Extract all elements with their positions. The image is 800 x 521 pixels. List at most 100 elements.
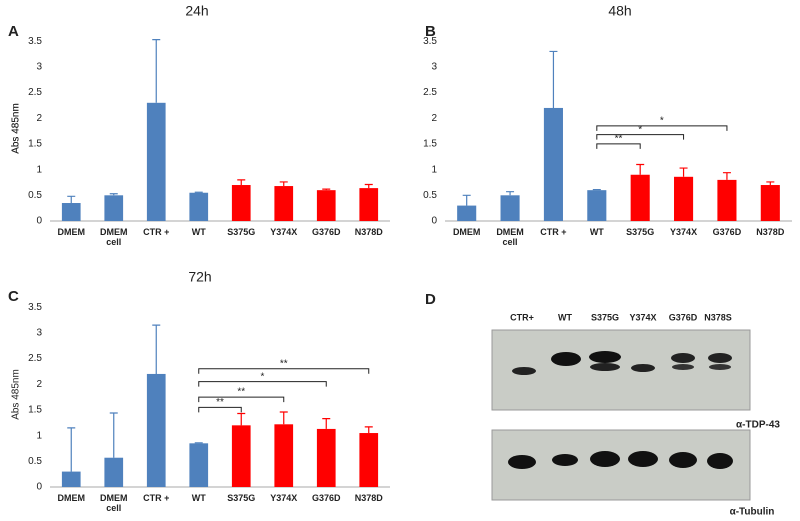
band [672,364,694,370]
y-tick-label: 2.5 [28,87,42,98]
x-tick-label: CTR + [143,227,170,237]
x-tick-label: DMEM cell [100,493,128,513]
band [631,364,655,372]
lane-label: N378S [704,312,732,322]
x-tick-label: DMEM cell [100,227,128,247]
bar [231,425,251,487]
bar [104,457,124,487]
y-tick-label: 0 [431,216,437,227]
lane-label: G376D [669,312,698,322]
y-tick-label: 0 [36,216,42,227]
x-tick-label: WT [191,493,206,503]
bar [630,174,650,221]
band [551,352,581,366]
error-bar [279,181,288,187]
panel-label: C [8,288,19,305]
bar [760,185,780,221]
x-tick-label: DMEM cell [496,227,524,247]
bar [189,192,209,221]
y-tick-label: 3 [36,61,42,72]
y-tick-label: 1.5 [28,405,42,416]
y-tick-label: 0.5 [28,456,42,467]
band [589,351,621,363]
y-tick-label: 2 [36,379,42,390]
y-tick-label: 0 [36,482,42,493]
x-tick-label: G376D [311,493,341,503]
error-bar [152,324,161,374]
y-tick-label: 1 [431,164,437,175]
chart-title: 24h [185,3,208,19]
bar [146,102,166,221]
error-bar [506,191,515,196]
error-bar [279,411,288,425]
bar [587,190,607,221]
error-bar [679,167,688,177]
blot-panel: D CTR+ WT S375G Y374X G376D N378S α-TDP-… [425,291,780,518]
bar [359,188,379,221]
y-tick-label: 0.5 [423,190,437,201]
panel-label: A [8,23,19,40]
y-axis-label: Abs 485nm [11,103,22,154]
bar [316,190,336,221]
band [590,451,620,467]
significance-label: * [660,116,664,127]
significance-label: ** [216,397,224,408]
band [708,353,732,363]
bar [717,179,737,221]
bar [674,176,694,221]
y-tick-label: 1 [36,164,42,175]
y-tick-label: 1.5 [28,139,42,150]
error-bar [322,188,331,191]
x-tick-label: CTR + [540,227,567,237]
bar [104,195,124,221]
x-tick-label: WT [589,227,604,237]
bar [274,424,294,487]
y-tick-label: 3.5 [423,36,437,47]
y-tick-label: 2 [36,113,42,124]
error-bar [194,442,203,444]
y-tick-label: 0.5 [28,190,42,201]
band [590,363,620,371]
y-tick-label: 3 [36,327,42,338]
lane-label: Y374X [629,312,656,322]
x-tick-label: WT [191,227,206,237]
y-tick-label: 3 [431,61,437,72]
significance-label: ** [237,387,245,398]
antibody-label: α-TDP-43 [736,420,780,431]
bar [274,186,294,221]
error-bar [237,412,246,426]
x-tick-label: Y374X [270,227,298,237]
x-tick-label: S375G [227,493,256,503]
error-bar [152,38,161,103]
antibody-label: α-Tubulin [730,507,775,518]
bar [61,471,81,487]
significance-bracket [198,406,242,413]
x-tick-label: G376D [311,227,341,237]
x-tick-label: G376D [712,227,742,237]
panel-label: B [425,23,436,40]
x-tick-label: Y374X [670,227,698,237]
bar [231,185,251,221]
significance-bracket [596,125,728,131]
bar [543,107,563,221]
y-tick-label: 1 [36,430,42,441]
significance-label: * [261,371,265,382]
significance-label: ** [280,358,288,369]
error-bar [237,179,246,186]
bar [189,443,209,487]
y-tick-label: 2.5 [423,87,437,98]
x-tick-label: Y374X [270,493,298,503]
chart-title: 72h [188,269,211,285]
significance-bracket [198,396,285,403]
error-bar [67,195,76,204]
band [552,454,578,466]
band [709,364,731,370]
band [671,353,695,363]
band [512,367,536,375]
bar [146,373,166,487]
significance-label: ** [615,134,623,145]
significance-bracket [198,368,370,374]
error-bar [109,412,118,458]
